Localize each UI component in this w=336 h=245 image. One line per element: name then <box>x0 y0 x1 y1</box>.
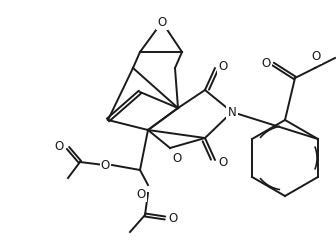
Text: O: O <box>101 159 110 172</box>
Text: O: O <box>218 156 227 169</box>
Text: O: O <box>311 50 321 63</box>
Text: N: N <box>227 106 236 119</box>
Text: O: O <box>168 211 177 224</box>
Text: O: O <box>262 57 271 70</box>
Text: O: O <box>172 152 181 165</box>
Text: O: O <box>55 139 64 152</box>
Text: O: O <box>218 60 227 73</box>
Text: O: O <box>137 188 146 201</box>
Text: O: O <box>157 15 167 28</box>
